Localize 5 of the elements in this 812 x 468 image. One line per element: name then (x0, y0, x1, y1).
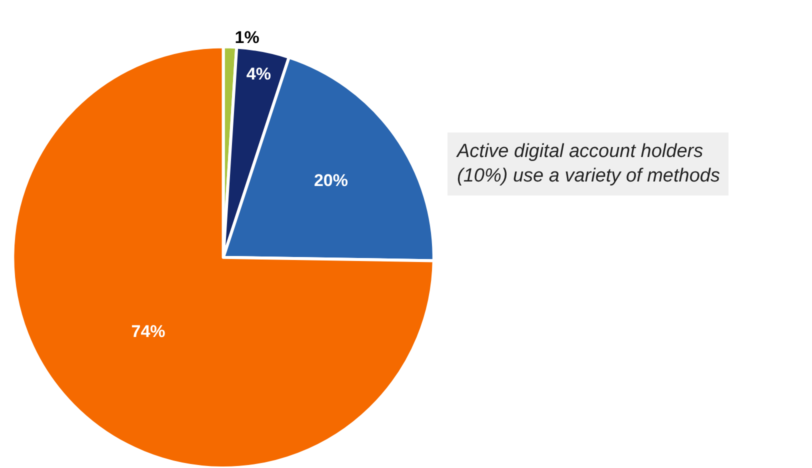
text: Active digital account holders (10%) use a variety of methods (456, 141, 720, 187)
data-label: 20% (314, 171, 348, 190)
data-label: 1% (234, 28, 260, 47)
data-label: 4% (246, 64, 271, 84)
data-label: 74% (131, 322, 166, 341)
